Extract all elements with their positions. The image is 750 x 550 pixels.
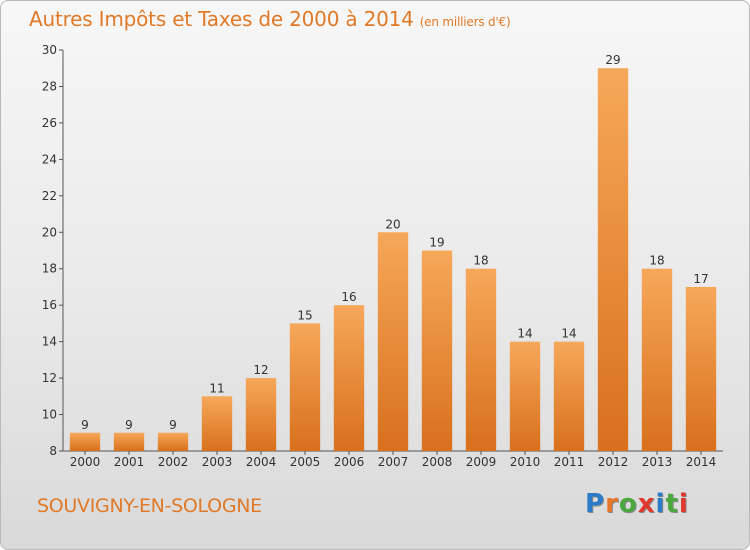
data-label: 14 (561, 327, 576, 341)
logo-letter: o (618, 489, 638, 519)
y-tick-label: 8 (49, 444, 57, 458)
logo-letter: x (637, 489, 656, 519)
title-unit: (en milliers d'€) (419, 15, 511, 29)
bar (157, 432, 189, 451)
data-label: 18 (473, 254, 488, 268)
data-label: 20 (385, 217, 400, 231)
bar (289, 323, 321, 451)
x-tick-label: 2003 (202, 455, 233, 469)
x-tick-label: 2000 (70, 455, 101, 469)
bar (113, 432, 145, 451)
data-label: 9 (169, 418, 177, 432)
y-tick-label: 20 (42, 225, 57, 239)
y-tick-label: 24 (42, 152, 57, 166)
y-tick-label: 14 (42, 335, 57, 349)
commune-name: SOUVIGNY-EN-SOLOGNE (37, 495, 262, 517)
bar (553, 341, 585, 451)
x-tick-label: 2014 (686, 455, 717, 469)
bar (509, 341, 541, 451)
data-label: 9 (81, 418, 89, 432)
y-tick-label: 22 (42, 189, 57, 203)
data-label: 18 (649, 254, 664, 268)
y-tick-label: 18 (42, 262, 57, 276)
bar (69, 432, 101, 451)
chart-title: Autres Impôts et Taxes de 2000 à 2014 (en… (29, 7, 511, 31)
logo-letter: i (678, 489, 689, 519)
proxiti-logo: Proxiti (585, 489, 689, 519)
logo-letter: P (585, 489, 606, 519)
logo-letter: r (605, 489, 619, 519)
data-label: 16 (341, 290, 356, 304)
bar (245, 378, 277, 451)
x-tick-label: 2011 (554, 455, 585, 469)
data-label: 17 (693, 272, 708, 286)
x-tick-label: 2005 (290, 455, 321, 469)
data-label: 15 (297, 308, 312, 322)
y-tick-label: 10 (42, 408, 57, 422)
y-tick-label: 26 (42, 116, 57, 130)
x-tick-label: 2006 (334, 455, 365, 469)
y-tick-label: 30 (42, 43, 57, 57)
x-tick-label: 2008 (422, 455, 453, 469)
x-tick-label: 2002 (158, 455, 189, 469)
bar (377, 232, 409, 451)
logo-letter: i (655, 489, 666, 519)
y-tick-label: 16 (42, 298, 57, 312)
bar (421, 250, 453, 451)
x-tick-label: 2010 (510, 455, 541, 469)
data-label: 11 (209, 381, 224, 395)
data-label: 19 (429, 236, 444, 250)
data-label: 14 (517, 327, 532, 341)
x-tick-label: 2004 (246, 455, 277, 469)
bar (597, 68, 629, 452)
x-tick-label: 2012 (598, 455, 629, 469)
data-label: 9 (125, 418, 133, 432)
x-tick-label: 2009 (466, 455, 497, 469)
logo-letter: t (665, 489, 679, 519)
bar (685, 286, 717, 451)
bar (333, 305, 365, 451)
title-text: Autres Impôts et Taxes de 2000 à 2014 (29, 7, 414, 31)
bar (641, 268, 673, 451)
x-tick-label: 2013 (642, 455, 673, 469)
y-tick-label: 28 (42, 79, 57, 93)
bar (465, 268, 497, 451)
x-tick-label: 2007 (378, 455, 409, 469)
x-tick-label: 2001 (114, 455, 145, 469)
data-label: 29 (605, 53, 620, 67)
bar (201, 396, 233, 451)
data-label: 12 (253, 363, 268, 377)
y-tick-label: 12 (42, 371, 57, 385)
